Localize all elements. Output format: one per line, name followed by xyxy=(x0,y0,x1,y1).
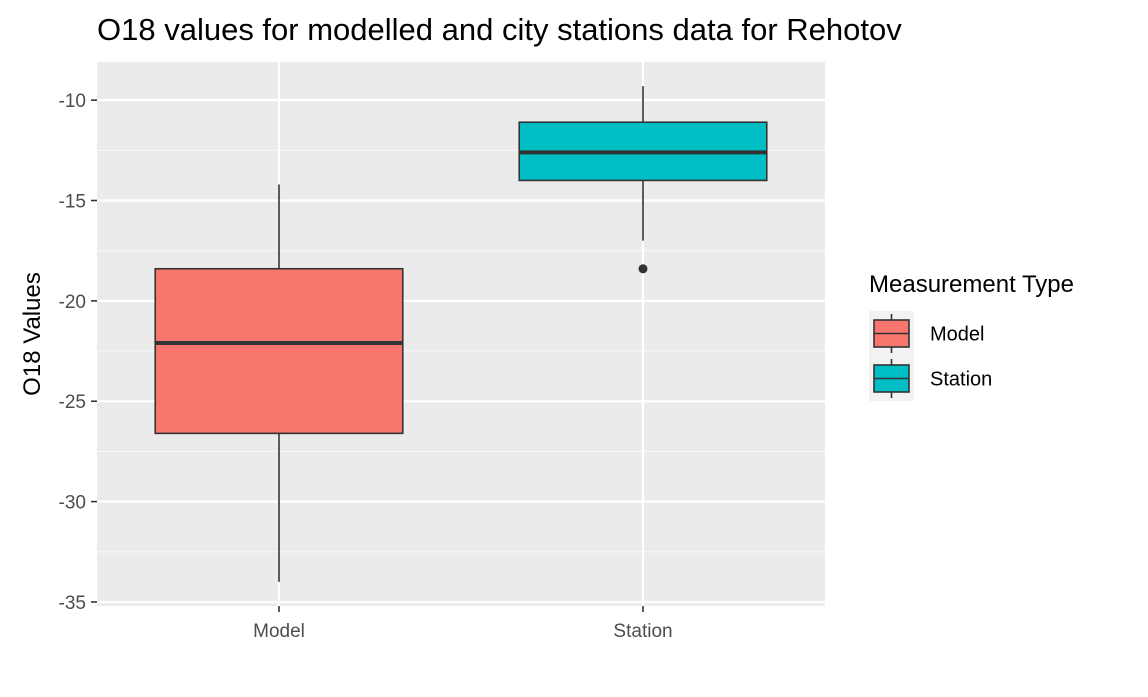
legend-label: Model xyxy=(930,324,984,346)
y-tick-label: -15 xyxy=(59,192,86,213)
x-tick-label: Station xyxy=(613,621,672,642)
y-tick-label: -20 xyxy=(59,292,86,313)
box-model xyxy=(154,267,404,435)
y-axis-label: O18 Values xyxy=(19,272,46,396)
boxes xyxy=(154,86,768,582)
y-tick-label: -25 xyxy=(59,392,86,413)
chart-title: O18 values for modelled and city station… xyxy=(97,12,902,47)
y-tick-label: -35 xyxy=(59,593,86,614)
outlier-point xyxy=(638,264,648,274)
legend-label: Station xyxy=(930,369,992,391)
legend-title: Measurement Type xyxy=(869,271,1074,298)
legend: Measurement Type Model Station xyxy=(869,271,1074,401)
y-tick-label: -10 xyxy=(59,91,86,112)
x-axis: Model Station xyxy=(253,606,673,642)
y-tick-label: -30 xyxy=(59,493,86,514)
y-axis: -35 -30 -25 -20 -15 -10 xyxy=(59,91,97,614)
x-tick-label: Model xyxy=(253,621,305,642)
